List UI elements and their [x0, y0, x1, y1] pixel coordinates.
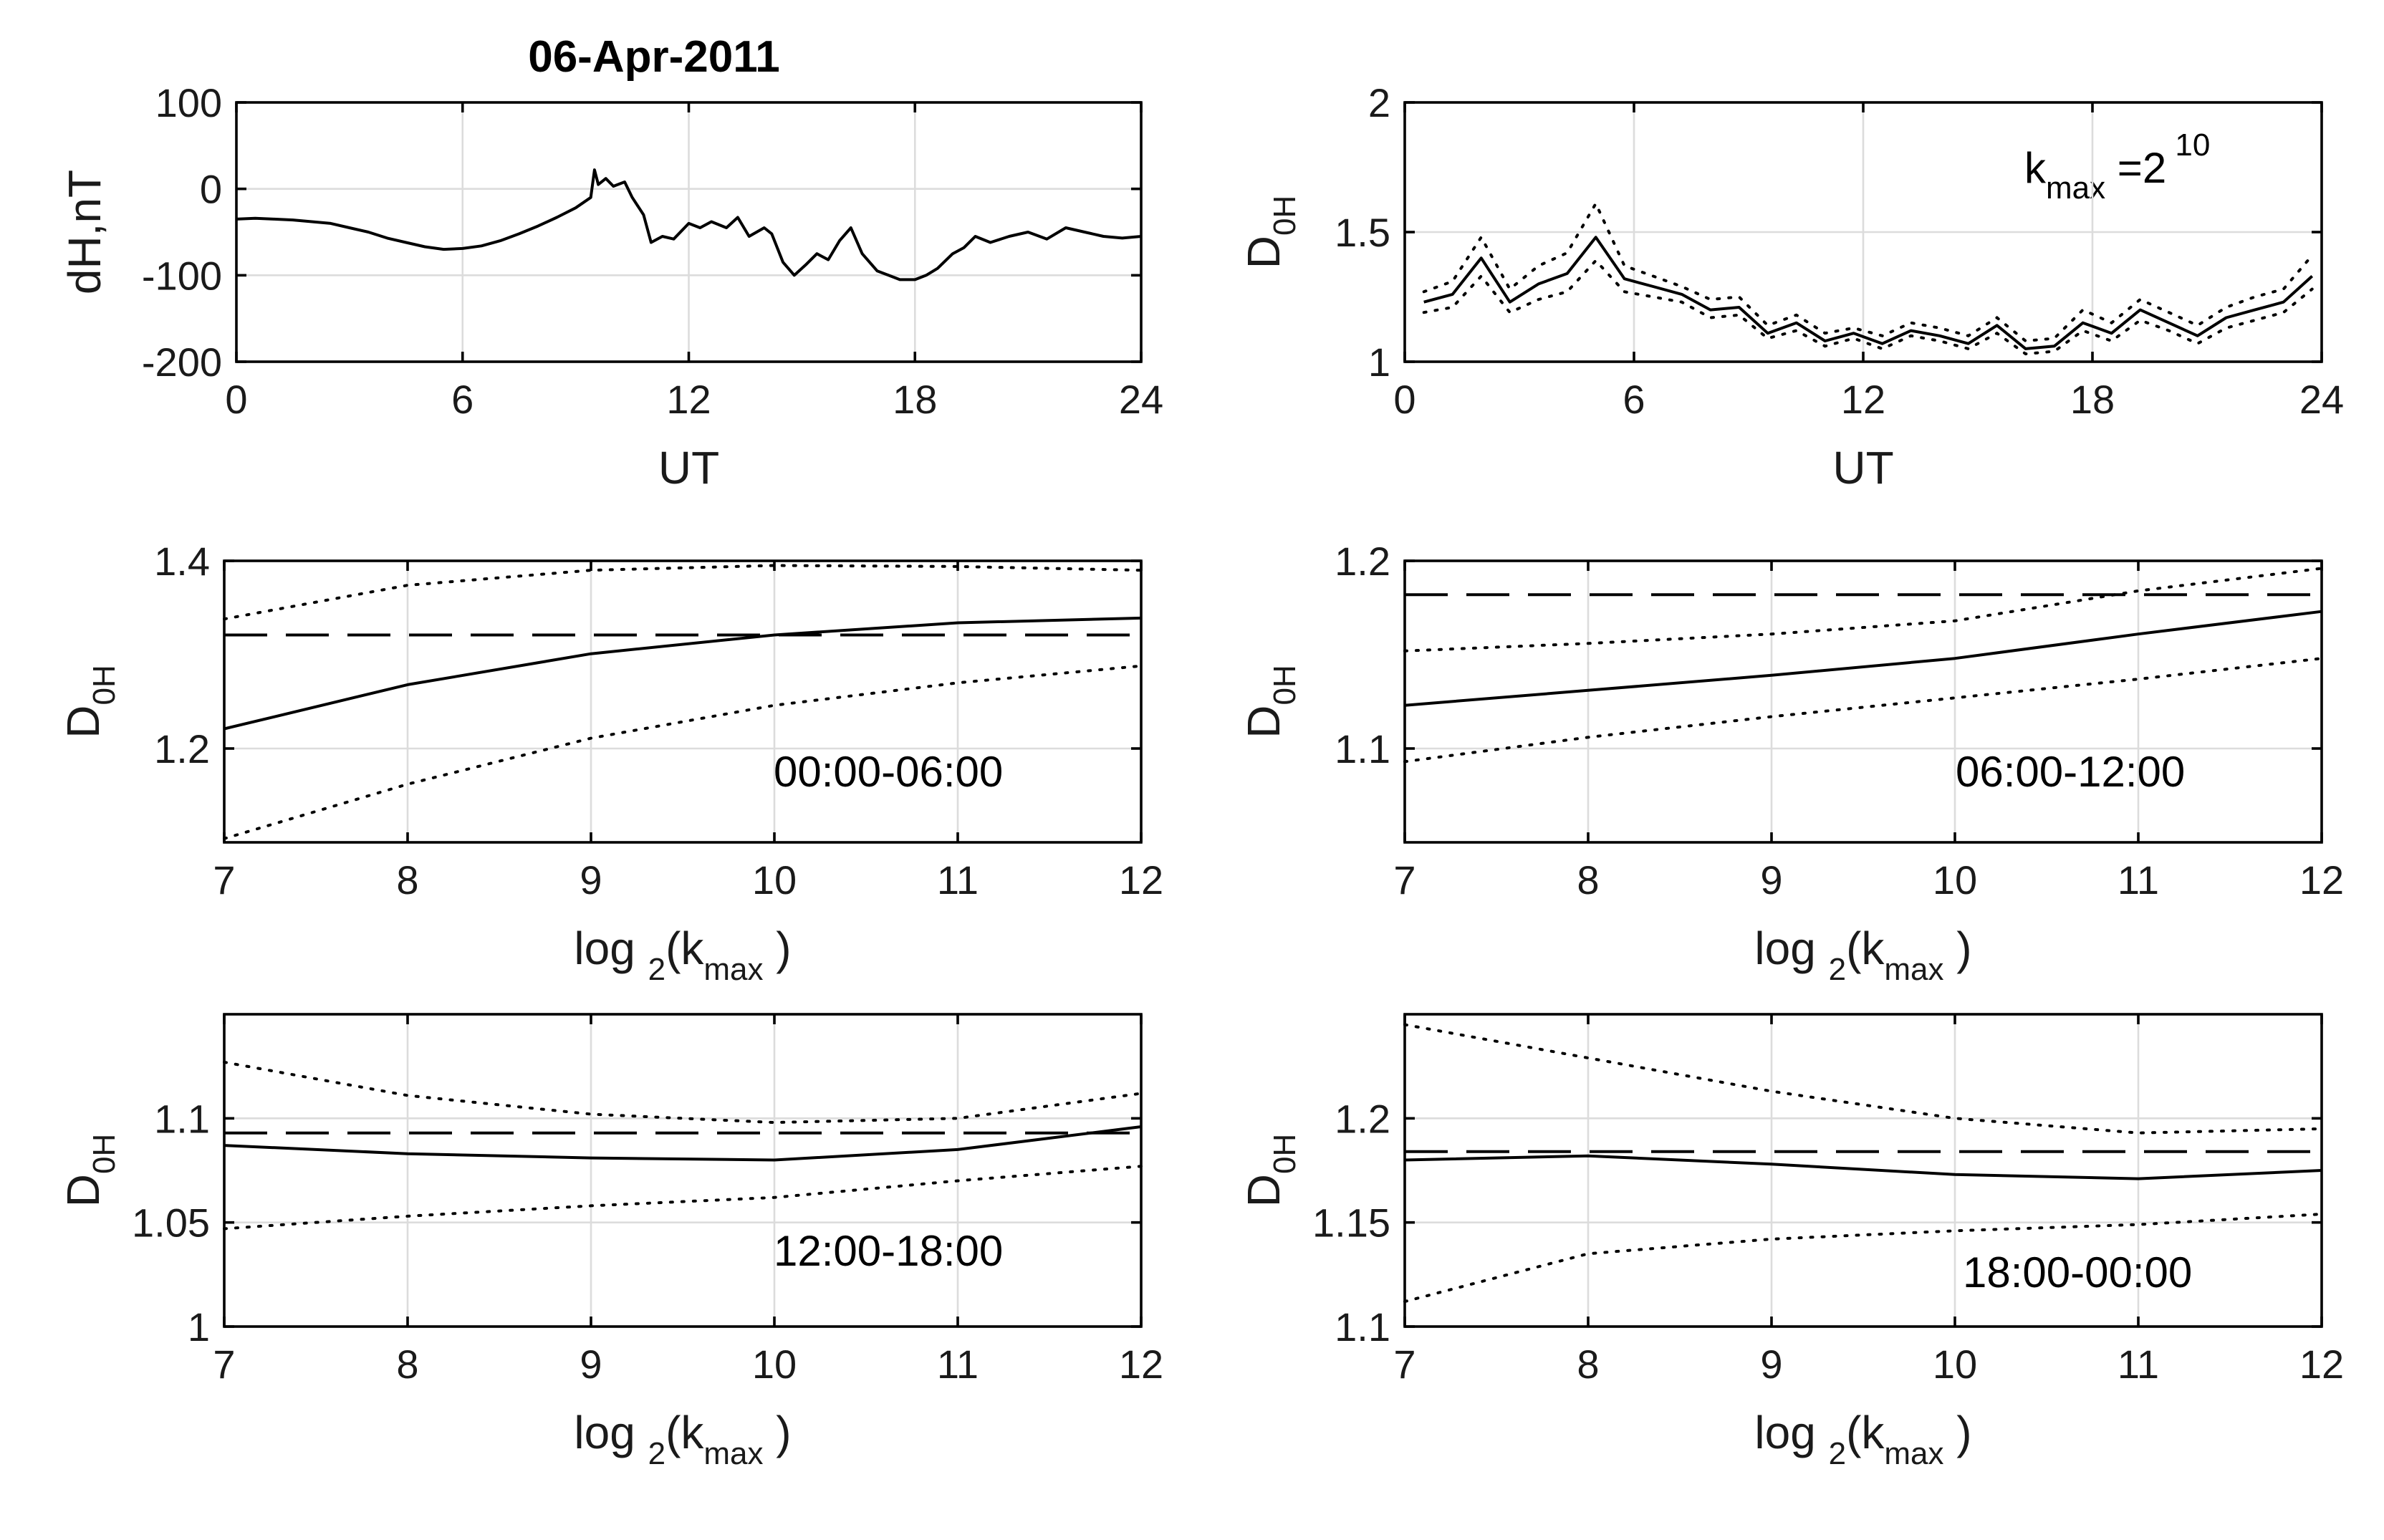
p6-xtick-label: 8: [1577, 1342, 1599, 1387]
p3-axes: 7 8 9 10 11 12 1.2 1.4 log 2(kmax ) D0H 00:00-06:0…: [57, 539, 1163, 987]
p1-xtick-label: 12: [666, 377, 711, 422]
p3-interval-annotation: 00:00-06:00: [774, 748, 1003, 796]
p1-ytick-label: 0: [200, 167, 222, 212]
p4-xtick-label: 10: [1933, 857, 1977, 903]
p6-ytick-label: 1.1: [1335, 1304, 1390, 1349]
p6-interval-annotation: 18:00-00:00: [1963, 1248, 2192, 1296]
p1-xtick-label: 18: [893, 377, 937, 422]
p1-series-dH: [236, 168, 1142, 281]
p1-ytick-label: -200: [142, 340, 222, 385]
p2-ylabel: D0H: [1238, 196, 1302, 269]
kmax-annotation: kmax =2 10: [2024, 127, 2210, 206]
p6-xtick-label: 11: [2118, 1342, 2159, 1387]
p2-ytick-label: 1: [1368, 340, 1390, 385]
p6-series-lower: [1403, 1213, 2323, 1304]
p2-xtick-label: 24: [2299, 377, 2344, 422]
p3-ylabel: D0H: [57, 665, 122, 738]
p6-ylabel: D0H: [1238, 1134, 1302, 1207]
p1-ylabel: dH,nT: [59, 170, 110, 294]
figure-title: 06-Apr-2011: [528, 32, 780, 82]
p3-xtick-label: 8: [396, 857, 418, 903]
p3-xtick-label: 9: [580, 857, 602, 903]
p3-series-D0H: [224, 616, 1142, 731]
p4-xtick-label: 11: [2118, 857, 2159, 903]
p6-axes: 7 8 9 10 11 12 1.1 1.15 1.2 log 2(kmax ) D0H 18:00-…: [1238, 1013, 2344, 1471]
p5-series-lower: [223, 1165, 1143, 1231]
p6-xtick-label: 12: [2299, 1342, 2344, 1387]
p5-frame: [223, 1013, 1143, 1328]
p3-xtick-label: 12: [1119, 857, 1163, 903]
p3-xtick-label: 10: [752, 857, 797, 903]
p6-ytick-label: 1.2: [1335, 1096, 1390, 1141]
p4-ylabel: D0H: [1238, 665, 1302, 738]
p1-xtick-label: 24: [1119, 377, 1163, 422]
p5-xtick-label: 10: [752, 1342, 797, 1387]
p2-xtick-label: 12: [1841, 377, 1885, 422]
p2-ytick-label: 2: [1368, 80, 1390, 125]
p4-frame: [1403, 559, 2323, 844]
p4-ytick-label: 1.2: [1335, 539, 1390, 584]
p5-ytick-label: 1.05: [132, 1200, 210, 1246]
p4-ytick-label: 1.1: [1335, 726, 1390, 771]
p2-series-D0H: [1423, 236, 2314, 350]
p5-ytick-label: 1.1: [154, 1096, 210, 1141]
p3-xtick-label: 7: [213, 857, 235, 903]
p3-xtick-label: 11: [937, 857, 979, 903]
p4-xtick-label: 8: [1577, 857, 1599, 903]
p6-series-upper: [1403, 1023, 2323, 1135]
p5-series-upper: [223, 1060, 1143, 1125]
p5-xtick-label: 11: [937, 1342, 979, 1387]
p4-series-upper: [1403, 567, 2323, 653]
p3-ytick-label: 1.4: [154, 539, 210, 584]
p5-xlabel: log 2(kmax ): [574, 1407, 791, 1471]
p5-xtick-label: 8: [396, 1342, 418, 1387]
p2-series-upper: [1422, 200, 2314, 343]
p3-series-lower: [223, 664, 1143, 840]
p2-ytick-label: 1.5: [1335, 210, 1390, 255]
p1-ytick-label: 100: [155, 80, 222, 125]
p1-xlabel: UT: [658, 442, 719, 494]
p6-xlabel: log 2(kmax ): [1754, 1407, 1971, 1471]
p6-series-D0H: [1404, 1154, 2322, 1180]
p3-ytick-label: 1.2: [154, 726, 210, 771]
p5-xtick-label: 7: [213, 1342, 235, 1387]
p4-interval-annotation: 06:00-12:00: [1956, 748, 2185, 796]
p5-series-D0H: [224, 1125, 1142, 1162]
p5-xtick-label: 9: [580, 1342, 602, 1387]
p1-axes: 0 6 12 18 24 -200 -100 0 100 UT dH,nT: [59, 80, 1163, 494]
p2-axes: 0 6 12 18 24 1 1.5 2 UT D0H: [1238, 80, 2344, 494]
p4-xtick-label: 12: [2299, 857, 2344, 903]
p1-xtick-label: 0: [225, 377, 247, 422]
p4-xtick-label: 9: [1760, 857, 1782, 903]
p4-series-D0H: [1404, 610, 2322, 707]
p3-frame: [223, 559, 1143, 844]
p1-ytick-label: -100: [142, 253, 222, 298]
p2-xtick-label: 18: [2070, 377, 2115, 422]
p5-interval-annotation: 12:00-18:00: [774, 1227, 1003, 1275]
p5-ytick-label: 1: [188, 1304, 210, 1349]
p2-xtick-label: 6: [1623, 377, 1645, 422]
p5-axes: 7 8 9 10 11 12 1 1.05 1.1 log 2(kmax ) D0H 12:00-18…: [57, 1013, 1163, 1471]
p4-xtick-label: 7: [1393, 857, 1416, 903]
p4-axes: 7 8 9 10 11 12 1.1 1.2 log 2(kmax ) D0H 06:00-12:0…: [1238, 539, 2344, 987]
p2-series-lower: [1422, 258, 2314, 356]
p5-ylabel: D0H: [57, 1134, 122, 1207]
p6-ytick-label: 1.15: [1312, 1200, 1390, 1246]
p2-xtick-label: 0: [1393, 377, 1416, 422]
p6-xtick-label: 7: [1393, 1342, 1416, 1387]
p5-xtick-label: 12: [1119, 1342, 1163, 1387]
p3-xlabel: log 2(kmax ): [574, 923, 791, 987]
p6-xtick-label: 10: [1933, 1342, 1977, 1387]
p4-xlabel: log 2(kmax ): [1754, 923, 1971, 987]
p2-xlabel: UT: [1832, 442, 1893, 494]
p4-series-lower: [1403, 657, 2323, 764]
p1-xtick-label: 6: [451, 377, 474, 422]
p6-xtick-label: 9: [1760, 1342, 1782, 1387]
p3-series-upper: [223, 564, 1143, 621]
p6-frame: [1403, 1013, 2323, 1328]
